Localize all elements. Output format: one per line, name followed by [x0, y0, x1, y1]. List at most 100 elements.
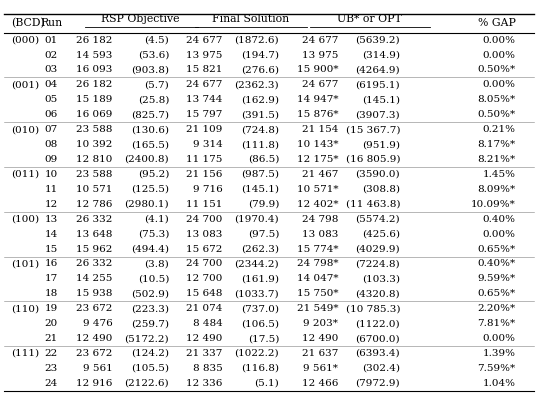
Text: (103.3): (103.3): [362, 274, 400, 283]
Text: 1.04%: 1.04%: [483, 379, 516, 388]
Text: 0.00%: 0.00%: [483, 334, 516, 343]
Text: % GAP: % GAP: [477, 18, 516, 28]
Text: 13 083: 13 083: [186, 230, 223, 239]
Text: (145.1): (145.1): [241, 185, 279, 194]
Text: (1872.6): (1872.6): [235, 35, 279, 45]
Text: 15 821: 15 821: [186, 65, 223, 74]
Text: 12 700: 12 700: [186, 274, 223, 283]
Text: 9 314: 9 314: [193, 140, 223, 149]
Text: (194.7): (194.7): [241, 51, 279, 60]
Text: (165.5): (165.5): [131, 140, 169, 149]
Text: 23 588: 23 588: [76, 170, 113, 179]
Text: 08: 08: [45, 140, 57, 149]
Text: (111): (111): [11, 349, 39, 358]
Text: (15 367.7): (15 367.7): [346, 125, 400, 134]
Text: (391.5): (391.5): [241, 110, 279, 119]
Text: 8 484: 8 484: [193, 319, 223, 328]
Text: (308.8): (308.8): [362, 185, 400, 194]
Text: 21 109: 21 109: [186, 125, 223, 134]
Text: 23: 23: [45, 364, 57, 373]
Text: 1.39%: 1.39%: [483, 349, 516, 358]
Text: (7224.8): (7224.8): [355, 259, 400, 269]
Text: (10.5): (10.5): [138, 274, 169, 283]
Text: 0.65%*: 0.65%*: [477, 244, 516, 254]
Text: 21 467: 21 467: [302, 170, 338, 179]
Text: (001): (001): [11, 80, 39, 90]
Text: 0.00%: 0.00%: [483, 35, 516, 45]
Text: 12 402*: 12 402*: [297, 200, 338, 209]
Text: 15 750*: 15 750*: [297, 289, 338, 298]
Text: (903.8): (903.8): [131, 65, 169, 74]
Text: (125.5): (125.5): [131, 185, 169, 194]
Text: (5.7): (5.7): [144, 80, 169, 90]
Text: UB* or OPT: UB* or OPT: [337, 14, 401, 24]
Text: 8 835: 8 835: [193, 364, 223, 373]
Text: 14 593: 14 593: [76, 51, 113, 60]
Text: 26 332: 26 332: [76, 215, 113, 224]
Text: 23 672: 23 672: [76, 349, 113, 358]
Text: (259.7): (259.7): [131, 319, 169, 328]
Text: 03: 03: [45, 65, 57, 74]
Text: 0.00%: 0.00%: [483, 80, 516, 90]
Text: Run: Run: [40, 18, 62, 28]
Text: 11: 11: [45, 185, 57, 194]
Text: (3.8): (3.8): [144, 259, 169, 269]
Text: 15: 15: [45, 244, 57, 254]
Text: (100): (100): [11, 215, 39, 224]
Text: (4.1): (4.1): [144, 215, 169, 224]
Text: (010): (010): [11, 125, 39, 134]
Text: 12 336: 12 336: [186, 379, 223, 388]
Text: 24 677: 24 677: [302, 80, 338, 90]
Text: 24 798: 24 798: [302, 215, 338, 224]
Text: (276.6): (276.6): [241, 65, 279, 74]
Text: 16: 16: [45, 259, 57, 269]
Text: 10 143*: 10 143*: [297, 140, 338, 149]
Text: 12 490: 12 490: [76, 334, 113, 343]
Text: 12 490: 12 490: [186, 334, 223, 343]
Text: (737.0): (737.0): [241, 304, 279, 313]
Text: 13 083: 13 083: [302, 230, 338, 239]
Text: 12: 12: [45, 200, 57, 209]
Text: 0.40%*: 0.40%*: [477, 259, 516, 269]
Text: 11 151: 11 151: [186, 200, 223, 209]
Text: 14: 14: [45, 230, 57, 239]
Text: 15 938: 15 938: [76, 289, 113, 298]
Text: (16 805.9): (16 805.9): [346, 155, 400, 164]
Text: 0.65%*: 0.65%*: [477, 289, 516, 298]
Text: 0.21%: 0.21%: [483, 125, 516, 134]
Text: (2344.2): (2344.2): [235, 259, 279, 269]
Text: 23 588: 23 588: [76, 125, 113, 134]
Text: (116.8): (116.8): [241, 364, 279, 373]
Text: 24 677: 24 677: [186, 35, 223, 45]
Text: 13 648: 13 648: [76, 230, 113, 239]
Text: (4.5): (4.5): [144, 35, 169, 45]
Text: (86.5): (86.5): [248, 155, 279, 164]
Text: (3590.0): (3590.0): [355, 170, 400, 179]
Text: 12 466: 12 466: [302, 379, 338, 388]
Text: 9 716: 9 716: [193, 185, 223, 194]
Text: (425.6): (425.6): [362, 230, 400, 239]
Text: (000): (000): [11, 35, 39, 45]
Text: 05: 05: [45, 95, 57, 104]
Text: (111.8): (111.8): [241, 140, 279, 149]
Text: (75.3): (75.3): [138, 230, 169, 239]
Text: (161.9): (161.9): [241, 274, 279, 283]
Text: 15 672: 15 672: [186, 244, 223, 254]
Text: 9 476: 9 476: [83, 319, 113, 328]
Text: 24 677: 24 677: [186, 80, 223, 90]
Text: 17: 17: [45, 274, 57, 283]
Text: 11 175: 11 175: [186, 155, 223, 164]
Text: (1122.0): (1122.0): [355, 319, 400, 328]
Text: (223.3): (223.3): [131, 304, 169, 313]
Text: RSP Objective: RSP Objective: [101, 14, 180, 24]
Text: 10 571: 10 571: [76, 185, 113, 194]
Text: 12 810: 12 810: [76, 155, 113, 164]
Text: (6700.0): (6700.0): [355, 334, 400, 343]
Text: 24 700: 24 700: [186, 215, 223, 224]
Text: 0.00%: 0.00%: [483, 51, 516, 60]
Text: (3907.3): (3907.3): [355, 110, 400, 119]
Text: (5574.2): (5574.2): [355, 215, 400, 224]
Text: (1033.7): (1033.7): [235, 289, 279, 298]
Text: (4029.9): (4029.9): [355, 244, 400, 254]
Text: (6195.1): (6195.1): [355, 80, 400, 90]
